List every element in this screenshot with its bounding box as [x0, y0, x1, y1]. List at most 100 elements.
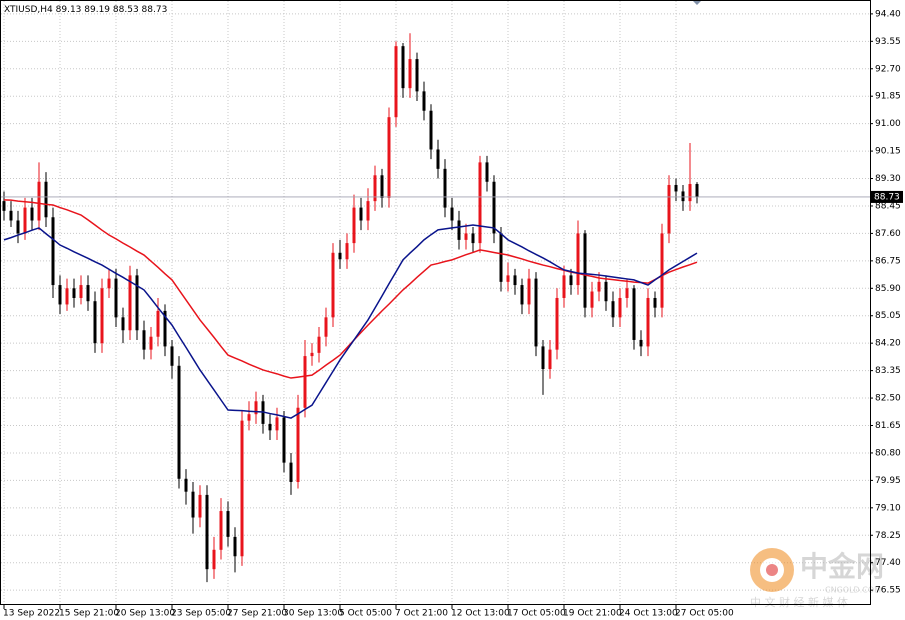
candle-body: [170, 346, 174, 366]
candle-body: [597, 281, 601, 292]
candle-body: [527, 278, 531, 305]
candle-body: [37, 181, 41, 221]
candle-body: [499, 233, 503, 282]
candle-body: [632, 288, 636, 340]
y-tick-label: 83.35: [875, 366, 901, 376]
candle-body: [583, 233, 587, 308]
candle-body: [464, 233, 468, 240]
x-tick-label: 27 Oct 05:00: [675, 609, 734, 619]
candle-body: [478, 162, 482, 244]
grid: [1, 1, 870, 605]
candle-body: [604, 281, 608, 302]
candle-body: [79, 285, 83, 298]
y-tick-label: 79.95: [875, 476, 901, 486]
plot-border: [0, 0, 871, 605]
x-tick-label: 19 Oct 21:00: [563, 609, 622, 619]
candle-body: [65, 288, 69, 305]
last-low: 88.53: [113, 5, 139, 15]
candle-body: [156, 310, 160, 337]
watermark-logo-core: [766, 564, 778, 576]
candle-body: [485, 162, 489, 182]
y-tick-label: 91.00: [875, 119, 901, 129]
candle-body: [226, 511, 230, 537]
candle-body: [667, 184, 671, 234]
candle-body: [415, 59, 419, 92]
candle-body: [359, 207, 363, 221]
y-tick-label: 78.25: [875, 531, 901, 541]
candle-body: [674, 184, 678, 192]
y-tick-label: 76.55: [875, 586, 901, 596]
shift-marker: [693, 1, 701, 5]
candle-body: [387, 117, 391, 198]
candle-body: [184, 478, 188, 492]
x-tick-label: 27 Sep 21:00: [227, 609, 287, 619]
y-tick-label: 87.60: [875, 229, 901, 239]
candle-body: [296, 407, 300, 482]
candle-body: [366, 201, 370, 221]
candle-body: [219, 511, 223, 550]
plot: [1, 33, 870, 583]
candle-body: [576, 233, 580, 286]
last-open: 89.13: [56, 5, 82, 15]
watermark-slogan: 中 文 财 经 新 媒 体: [750, 595, 848, 609]
candle-body: [555, 297, 559, 350]
candle-body: [548, 349, 552, 370]
candle-body: [149, 336, 153, 350]
candle-body: [142, 330, 146, 350]
y-tick-label: 90.15: [875, 147, 901, 157]
candle-body: [695, 184, 699, 197]
candle-body: [58, 285, 62, 305]
current-price-label: 88.73: [874, 192, 900, 202]
candle-body: [590, 291, 594, 308]
candle-body: [163, 310, 167, 347]
candle-body: [422, 91, 426, 111]
candle-body: [240, 420, 244, 557]
candle-body: [373, 175, 377, 202]
candle-body: [408, 59, 412, 89]
candle-body: [93, 301, 97, 344]
candle-body: [345, 243, 349, 260]
candle-body: [520, 285, 524, 305]
candle-body: [534, 278, 538, 347]
candle-body: [457, 220, 461, 240]
y-tick-label: 81.65: [875, 421, 901, 431]
candle-body: [681, 191, 685, 202]
candle-body: [394, 46, 398, 118]
candle-body: [100, 288, 104, 344]
y-tick-label: 93.55: [875, 37, 901, 47]
candle-body: [44, 181, 48, 218]
candle-body: [2, 201, 6, 211]
candle-body: [450, 207, 454, 221]
candle-body: [233, 536, 237, 557]
x-tick-label: 13 Sep 2022: [3, 609, 60, 619]
candle-body: [128, 275, 132, 331]
y-tick-label: 85.05: [875, 311, 901, 321]
candle-body: [492, 181, 496, 234]
candle-body: [660, 233, 664, 308]
candle-body: [513, 275, 517, 286]
candle-body: [282, 417, 286, 463]
candle-body: [611, 301, 615, 318]
current-price-box: [871, 190, 903, 203]
x-tick-label: 17 Oct 05:00: [507, 609, 566, 619]
y-tick-label: 91.85: [875, 92, 901, 102]
symbol: XTIUSD,H4: [4, 5, 53, 15]
y-tick-label: 89.30: [875, 174, 901, 184]
candle-body: [618, 297, 622, 318]
x-tick-label: 12 Oct 13:00: [451, 609, 510, 619]
candle-body: [135, 275, 139, 331]
candle-body: [331, 252, 335, 318]
candle-body: [114, 278, 118, 318]
watermark-domain: CNGOLD.COM: [825, 586, 881, 595]
candle-body: [289, 462, 293, 482]
candle-body: [23, 207, 27, 234]
candle-body: [688, 184, 692, 202]
candle-body: [443, 168, 447, 208]
candle-body: [121, 317, 125, 331]
y-tick-label: 92.70: [875, 64, 901, 74]
y-tick-label: 94.40: [875, 9, 901, 19]
x-tick-label: 7 Oct 21:00: [395, 609, 448, 619]
candle-body: [275, 417, 279, 431]
candle-body: [9, 210, 13, 221]
